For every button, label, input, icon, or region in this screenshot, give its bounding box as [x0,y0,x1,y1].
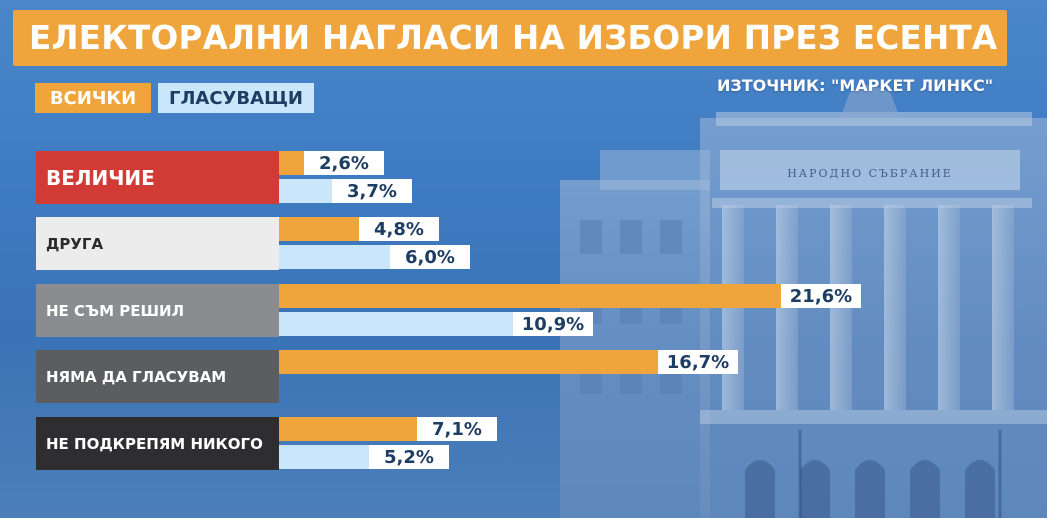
building-sign-text: НАРОДНО СЪБРАНИЕ [787,167,953,180]
chart-title: ЕЛЕКТОРАЛНИ НАГЛАСИ НА ИЗБОРИ ПРЕЗ ЕСЕНТ… [29,19,998,57]
value-label-all: 21,6% [781,284,861,308]
legend-voters: ГЛАСУВАЩИ [158,83,314,113]
value-label-voters: 6,0% [390,245,470,269]
source-label: ИЗТОЧНИК: "МАРКЕТ ЛИНКС" [717,76,994,95]
category-label: ДРУГА [36,217,279,270]
category-label: НЕ ПОДКРЕПЯМ НИКОГО [36,417,279,470]
bar-all [279,350,698,374]
value-label-all: 16,7% [658,350,738,374]
title-bar: ЕЛЕКТОРАЛНИ НАГЛАСИ НА ИЗБОРИ ПРЕЗ ЕСЕНТ… [13,10,1007,66]
value-label-voters: 3,7% [332,179,412,203]
value-label-all: 2,6% [304,151,384,175]
value-label-voters: 5,2% [369,445,449,469]
value-label-all: 4,8% [359,217,439,241]
bar-voters [279,312,553,336]
bar-all [279,284,821,308]
value-label-all: 7,1% [417,417,497,441]
legend-all: ВСИЧКИ [35,83,151,113]
category-label: НЕ СЪМ РЕШИЛ [36,284,279,337]
category-label: НЯМА ДА ГЛАСУВАМ [36,350,279,403]
value-label-voters: 10,9% [513,312,593,336]
category-label: ВЕЛИЧИЕ [36,151,279,204]
